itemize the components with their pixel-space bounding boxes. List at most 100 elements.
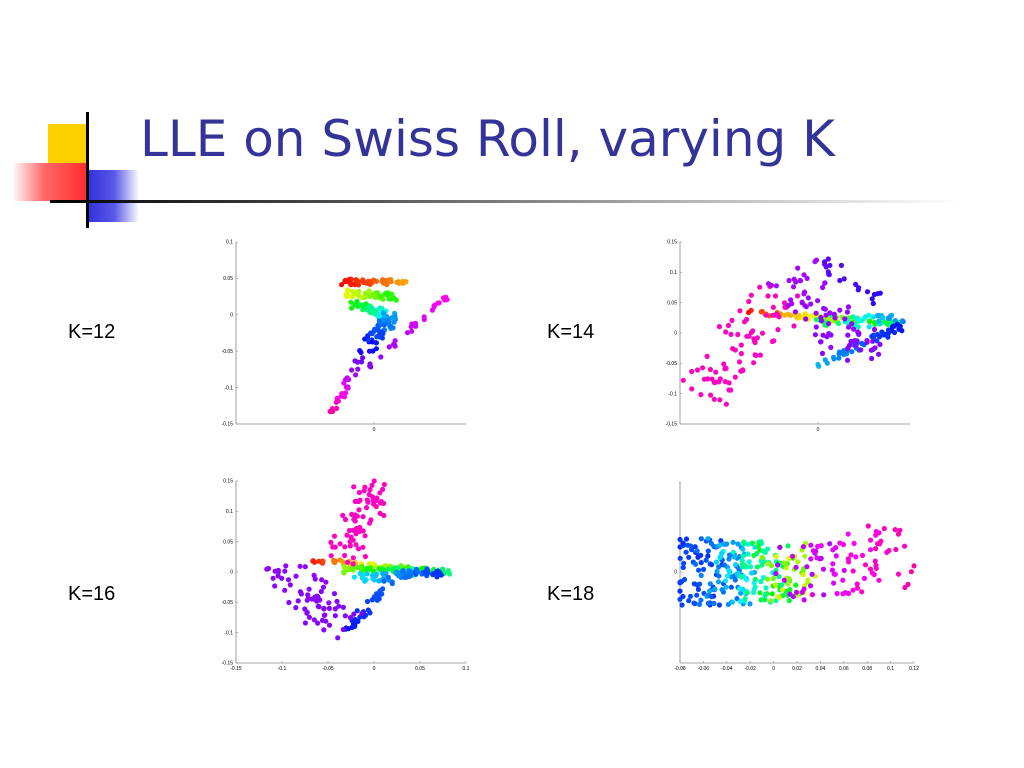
data-point: [727, 569, 733, 575]
data-point: [311, 617, 317, 623]
data-point: [745, 541, 751, 547]
data-point: [801, 597, 807, 603]
data-point: [700, 365, 706, 371]
data-point: [364, 571, 370, 577]
data-point: [681, 560, 687, 567]
data-point: [304, 610, 310, 616]
data-point: [772, 293, 779, 299]
data-point: [305, 592, 311, 598]
data-point: [386, 277, 392, 284]
data-point: [751, 552, 757, 559]
data-point: [831, 311, 837, 317]
data-point: [741, 539, 747, 545]
data-point: [818, 339, 824, 345]
x-tick-label: -0.06: [698, 666, 710, 672]
data-point: [360, 514, 366, 520]
data-point: [784, 561, 791, 567]
data-point: [836, 349, 843, 355]
data-point: [891, 323, 898, 329]
x-tick-label: -0.05: [322, 666, 334, 672]
data-point: [717, 397, 723, 403]
data-point: [363, 505, 370, 511]
data-point: [853, 554, 859, 560]
x-tick-label: -0.15: [230, 666, 242, 672]
data-point: [342, 552, 348, 559]
data-point: [902, 584, 908, 591]
data-point: [321, 627, 327, 633]
data-point: [391, 319, 397, 325]
data-point: [845, 332, 851, 338]
data-point: [326, 605, 332, 612]
data-point: [809, 592, 816, 598]
data-point: [878, 538, 884, 544]
data-point: [834, 590, 840, 597]
data-point: [265, 565, 272, 572]
data-point: [322, 612, 328, 618]
data-point: [355, 498, 361, 504]
data-point: [433, 569, 439, 575]
data-point: [356, 489, 362, 496]
data-point: [748, 292, 754, 298]
data-point: [698, 560, 704, 566]
data-point: [404, 330, 411, 336]
data-point: [717, 542, 723, 548]
data-point: [371, 277, 377, 283]
x-tick-label: -0.02: [744, 666, 756, 672]
data-point: [817, 556, 823, 562]
data-point: [838, 262, 845, 268]
data-point: [326, 600, 332, 606]
data-point: [378, 567, 384, 573]
data-point: [813, 257, 820, 263]
data-point: [728, 331, 734, 337]
data-point: [724, 541, 730, 547]
data-point: [852, 338, 858, 344]
data-point: [732, 347, 738, 353]
data-point: [759, 562, 765, 568]
data-point: [688, 543, 694, 549]
data-point: [334, 405, 340, 411]
data-point: [319, 617, 326, 624]
data-point: [716, 602, 723, 608]
data-point: [342, 613, 348, 619]
data-point: [747, 601, 753, 607]
data-point: [414, 569, 421, 575]
y-tick-label: 0.05: [223, 276, 233, 282]
data-point: [813, 310, 819, 316]
y-tick-label: -0.1: [668, 391, 677, 397]
data-point: [700, 566, 707, 573]
data-point: [350, 555, 356, 561]
x-tick-label: 0.1: [887, 666, 894, 672]
data-point: [272, 583, 278, 589]
data-point: [738, 574, 744, 580]
data-point: [793, 589, 800, 595]
data-point: [757, 352, 764, 358]
x-tick-label: 0.1: [463, 666, 470, 672]
scatter-points: [680, 256, 906, 407]
data-point: [850, 587, 856, 593]
data-point: [861, 575, 868, 582]
data-point: [353, 372, 359, 378]
data-point: [726, 556, 732, 562]
scatter-points: [677, 523, 917, 608]
data-point: [721, 562, 728, 568]
deco-horizontal-line: [50, 200, 960, 203]
data-point: [859, 318, 865, 324]
data-point: [341, 564, 347, 570]
data-point: [381, 578, 387, 584]
data-point: [436, 300, 442, 306]
data-point: [824, 360, 830, 366]
data-point: [438, 572, 444, 578]
data-point: [337, 541, 343, 547]
data-point: [776, 314, 782, 320]
data-point: [705, 548, 711, 554]
data-point: [698, 572, 704, 579]
data-point: [879, 329, 885, 335]
data-point: [754, 564, 761, 570]
data-point: [722, 578, 729, 584]
data-point: [713, 369, 719, 375]
data-point: [892, 527, 898, 533]
data-point: [775, 327, 781, 333]
data-point: [775, 594, 781, 600]
data-point: [816, 363, 822, 369]
data-point: [371, 478, 377, 484]
